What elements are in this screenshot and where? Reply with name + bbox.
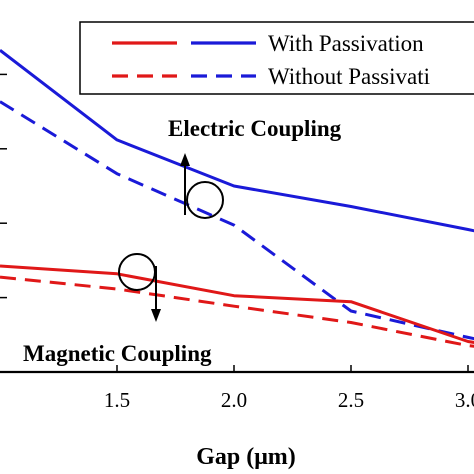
annotation-magnetic-arrow-head: [151, 309, 161, 322]
series-line-electric-solid: [0, 49, 474, 233]
annotation-electric-circle: [186, 181, 224, 219]
series-line-magnetic-solid: [0, 264, 474, 344]
legend-label-without-passivation: Without Passivati: [268, 64, 430, 89]
x-tick-label: 3.0: [455, 388, 474, 412]
legend-box: [79, 21, 474, 95]
x-tick-label: 1.5: [104, 388, 130, 412]
series-line-electric-dashed: [0, 100, 474, 341]
x-axis-label: Gap (μm): [196, 444, 296, 470]
annotation-electric-coupling: Electric Coupling: [168, 116, 342, 141]
annotations: Electric Coupling Magnetic Coupling: [23, 116, 342, 366]
annotation-electric-arrow-head: [180, 153, 190, 166]
x-tick-label: 2.5: [338, 388, 364, 412]
annotation-magnetic-coupling: Magnetic Coupling: [23, 341, 212, 366]
series-group: [0, 49, 474, 348]
x-ticks: 1.5 2.0 2.5 3.0: [104, 365, 474, 412]
x-tick-label: 2.0: [221, 388, 247, 412]
series-line-magnetic-dashed: [0, 275, 474, 348]
legend-label-with-passivation: With Passivation: [268, 31, 424, 56]
legend: With Passivation Without Passivati: [79, 21, 474, 95]
annotation-magnetic-circle: [118, 253, 156, 291]
y-ticks: [0, 73, 7, 373]
